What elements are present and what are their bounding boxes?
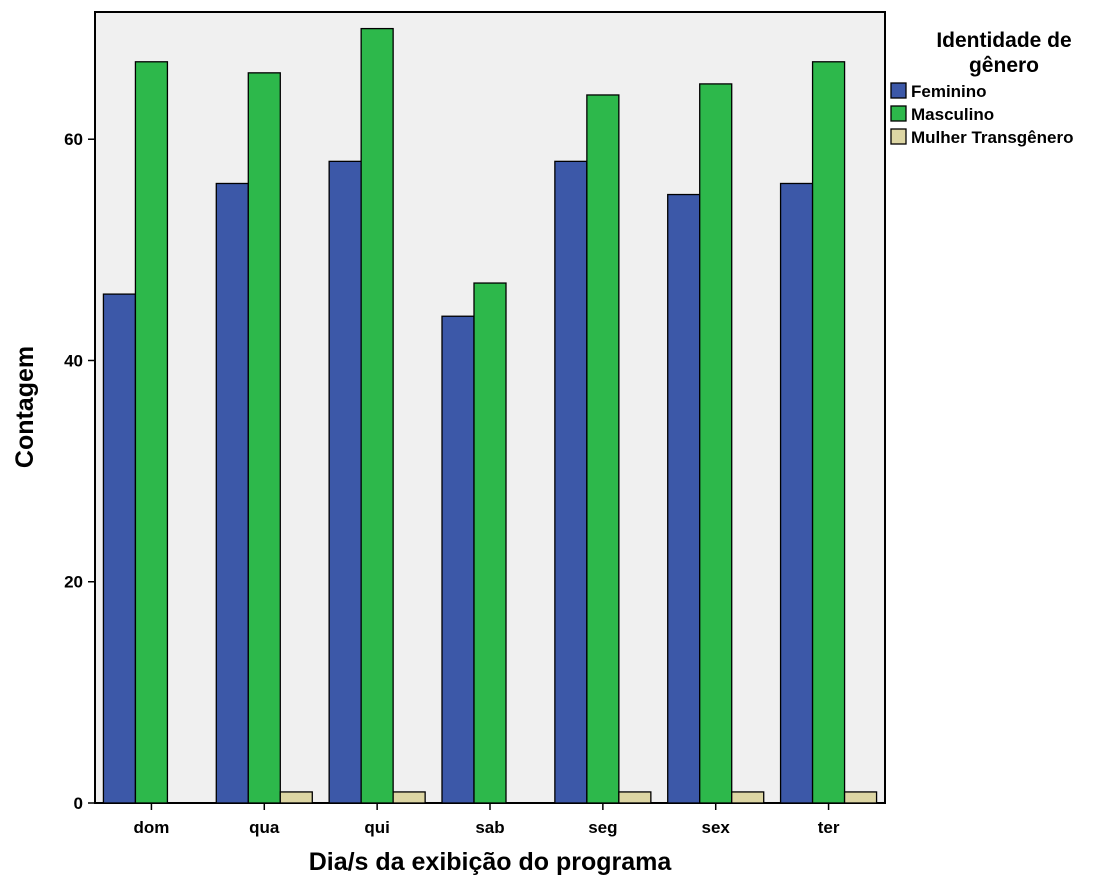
bar-sex-1 (699, 83, 733, 804)
x-tick-label-qui: qui (364, 818, 390, 837)
x-axis-title: Dia/s da exibição do programa (309, 848, 673, 876)
legend-swatch-1 (890, 105, 907, 122)
legend-label-2: Mulher Transgênero (911, 128, 1073, 147)
y-tick-label-20: 20 (64, 573, 83, 592)
bar-qui-0 (328, 160, 362, 804)
legend-title-line-2: gênero (969, 54, 1039, 77)
bar-ter-0 (779, 182, 814, 804)
x-tick-label-seg: seg (588, 818, 617, 837)
legend-label-1: Masculino (911, 105, 994, 124)
legend-swatch-0 (890, 82, 907, 99)
bar-sex-0 (667, 193, 701, 804)
y-tick-label-60: 60 (64, 130, 83, 149)
bar-ter-2 (843, 791, 878, 804)
x-tick-label-ter: ter (818, 818, 840, 837)
bar-dom-1 (134, 61, 169, 804)
bar-ter-1 (811, 61, 846, 804)
y-tick-label-0: 0 (74, 794, 83, 813)
bar-sab-1 (473, 282, 507, 804)
bar-seg-0 (554, 160, 588, 804)
bars-group (102, 27, 878, 804)
y-axis: 0 20 40 60 (64, 130, 95, 813)
bar-qui-1 (360, 27, 394, 804)
bar-qua-2 (279, 791, 313, 804)
y-tick-label-40: 40 (64, 351, 83, 370)
x-tick-label-dom: dom (133, 818, 169, 837)
bar-qui-2 (392, 791, 426, 804)
legend-label-0: Feminino (911, 82, 987, 101)
legend-title-line-1: Identidade de (936, 29, 1071, 52)
bar-qua-0 (215, 182, 249, 804)
bar-seg-1 (586, 94, 620, 804)
bar-qua-1 (247, 72, 281, 804)
x-tick-label-sex: sex (702, 818, 731, 837)
bar-sab-0 (441, 315, 475, 804)
legend-swatch-2 (890, 128, 907, 145)
legend: Identidade de gênero Feminino Masculino Mu… (890, 29, 1073, 147)
legend-items: Feminino Masculino Mulher Transgênero (890, 82, 1073, 147)
bar-sex-2 (731, 791, 765, 804)
x-axis: dom qua qui sab seg sex ter (133, 803, 840, 837)
x-tick-label-qua: qua (249, 818, 280, 837)
bar-seg-2 (618, 791, 652, 804)
x-tick-label-sab: sab (475, 818, 504, 837)
bar-dom-0 (102, 293, 137, 804)
y-axis-title: Contagem (11, 346, 39, 468)
